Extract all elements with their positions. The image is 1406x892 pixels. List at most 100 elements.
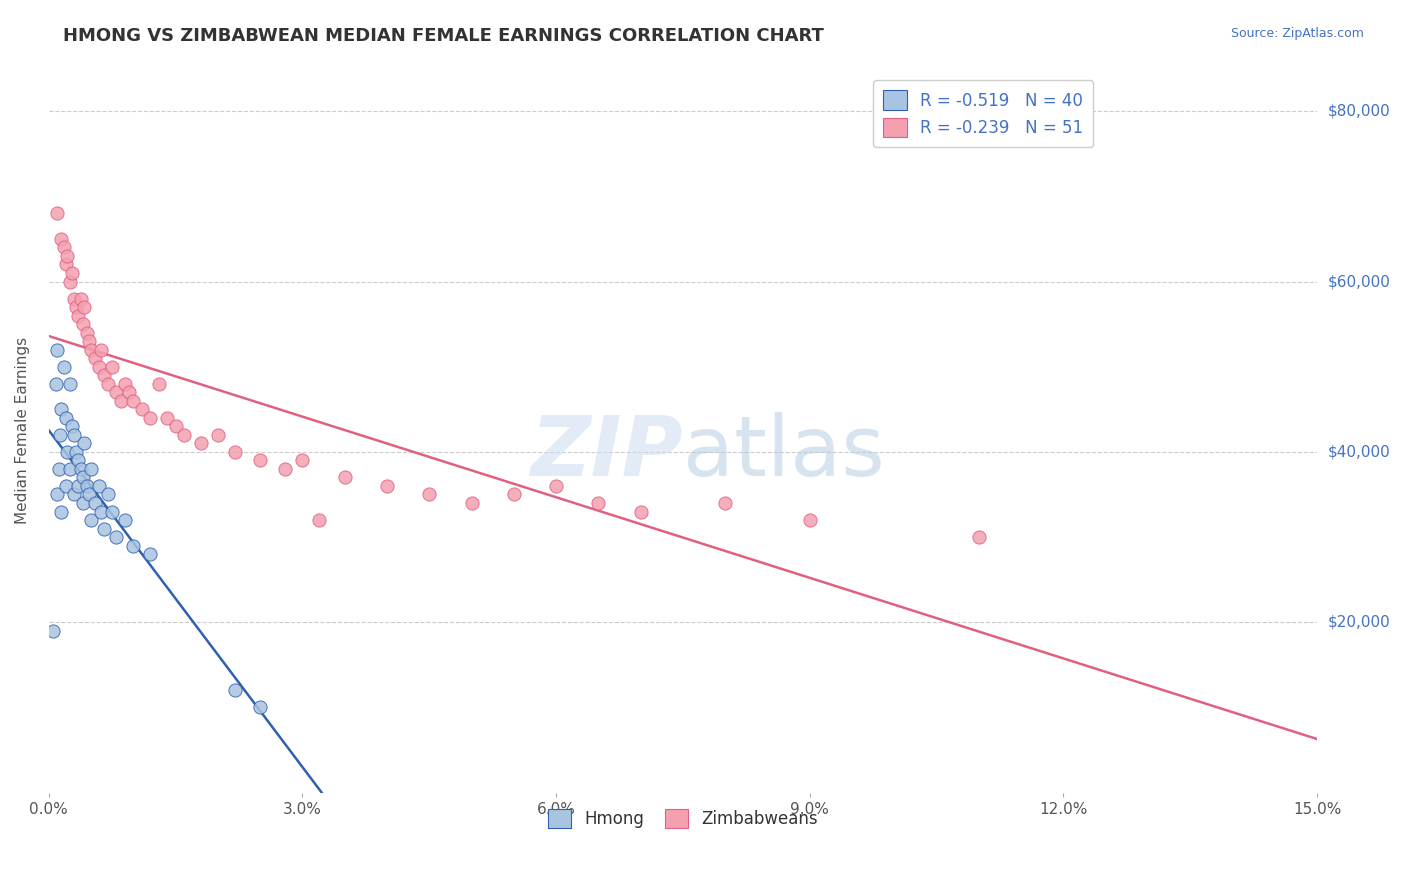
Point xyxy=(80,343,103,357)
Point xyxy=(72,496,94,510)
Point xyxy=(42,624,65,638)
Point xyxy=(93,368,115,383)
Point xyxy=(502,487,524,501)
Point xyxy=(224,445,246,459)
Point xyxy=(714,496,737,510)
Point xyxy=(118,385,141,400)
Point xyxy=(224,683,246,698)
Point xyxy=(52,240,75,254)
Text: ZIP: ZIP xyxy=(530,412,683,492)
Point xyxy=(460,496,482,510)
Point xyxy=(97,376,120,391)
Point xyxy=(799,513,821,527)
Point xyxy=(76,479,98,493)
Point xyxy=(80,513,103,527)
Point xyxy=(65,445,87,459)
Point xyxy=(73,300,96,314)
Point xyxy=(274,462,297,476)
Text: $60,000: $60,000 xyxy=(1329,274,1391,289)
Point xyxy=(48,462,70,476)
Point xyxy=(44,376,66,391)
Point xyxy=(105,530,128,544)
Point xyxy=(51,402,73,417)
Point xyxy=(80,462,103,476)
Point xyxy=(73,436,96,450)
Point xyxy=(148,376,170,391)
Point xyxy=(56,445,79,459)
Point xyxy=(101,504,124,518)
Point xyxy=(110,393,132,408)
Point xyxy=(70,462,93,476)
Point xyxy=(63,487,86,501)
Point xyxy=(79,487,101,501)
Y-axis label: Median Female Earnings: Median Female Earnings xyxy=(15,337,30,524)
Point xyxy=(46,487,69,501)
Point xyxy=(79,334,101,348)
Point xyxy=(139,410,162,425)
Point xyxy=(97,487,120,501)
Point xyxy=(63,427,86,442)
Point xyxy=(72,317,94,331)
Point xyxy=(165,419,187,434)
Text: Source: ZipAtlas.com: Source: ZipAtlas.com xyxy=(1230,27,1364,40)
Point xyxy=(55,410,77,425)
Point xyxy=(89,479,111,493)
Point xyxy=(190,436,212,450)
Point xyxy=(207,427,229,442)
Point xyxy=(67,479,90,493)
Point xyxy=(59,376,82,391)
Point xyxy=(333,470,356,484)
Point xyxy=(173,427,195,442)
Point xyxy=(65,300,87,314)
Point xyxy=(67,309,90,323)
Point xyxy=(418,487,440,501)
Point xyxy=(48,427,70,442)
Point xyxy=(308,513,330,527)
Point xyxy=(52,359,75,374)
Point xyxy=(588,496,610,510)
Text: atlas: atlas xyxy=(683,412,884,492)
Point xyxy=(63,292,86,306)
Point xyxy=(55,479,77,493)
Text: $40,000: $40,000 xyxy=(1329,444,1391,459)
Legend: Hmong, Zimbabweans: Hmong, Zimbabweans xyxy=(541,803,824,835)
Point xyxy=(122,393,145,408)
Point xyxy=(131,402,153,417)
Point xyxy=(139,547,162,561)
Point xyxy=(76,326,98,340)
Point xyxy=(46,343,69,357)
Point xyxy=(101,359,124,374)
Point xyxy=(156,410,179,425)
Point xyxy=(93,522,115,536)
Text: $20,000: $20,000 xyxy=(1329,615,1391,630)
Point xyxy=(249,700,271,714)
Point xyxy=(51,232,73,246)
Point xyxy=(62,266,84,280)
Point xyxy=(90,343,112,357)
Point xyxy=(89,359,111,374)
Point xyxy=(46,206,69,220)
Point xyxy=(56,249,79,263)
Text: $80,000: $80,000 xyxy=(1329,103,1391,119)
Point xyxy=(114,376,136,391)
Point xyxy=(84,351,107,366)
Text: HMONG VS ZIMBABWEAN MEDIAN FEMALE EARNINGS CORRELATION CHART: HMONG VS ZIMBABWEAN MEDIAN FEMALE EARNIN… xyxy=(63,27,824,45)
Point xyxy=(51,504,73,518)
Point xyxy=(375,479,398,493)
Point xyxy=(59,462,82,476)
Point xyxy=(967,530,990,544)
Point xyxy=(67,453,90,467)
Point xyxy=(84,496,107,510)
Point xyxy=(544,479,567,493)
Point xyxy=(122,539,145,553)
Point xyxy=(249,453,271,467)
Point xyxy=(55,257,77,271)
Point xyxy=(630,504,652,518)
Point xyxy=(59,275,82,289)
Point xyxy=(90,504,112,518)
Point xyxy=(62,419,84,434)
Point xyxy=(70,292,93,306)
Point xyxy=(105,385,128,400)
Point xyxy=(72,470,94,484)
Point xyxy=(291,453,314,467)
